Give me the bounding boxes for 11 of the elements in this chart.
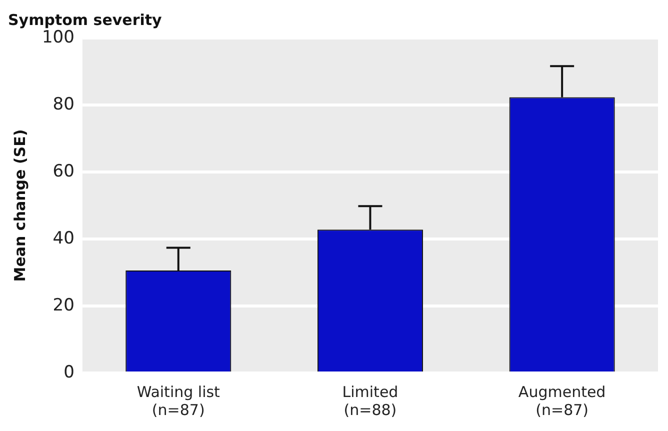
x-tick-label: Augmented (n=87) bbox=[518, 382, 606, 419]
y-tick-label: 0 bbox=[64, 362, 74, 382]
x-tick-label: Limited (n=88) bbox=[342, 382, 398, 419]
y-tick-label: 60 bbox=[52, 161, 74, 182]
y-tick-label: 100 bbox=[42, 27, 74, 48]
y-tick-label: 40 bbox=[52, 228, 74, 248]
y-tick-label: 80 bbox=[52, 94, 74, 114]
y-tick-label: 20 bbox=[52, 295, 74, 316]
y-axis-title: Mean change (SE) bbox=[10, 129, 29, 282]
chart-title: Symptom severity bbox=[8, 10, 162, 29]
x-tick-label: Waiting list (n=87) bbox=[136, 382, 220, 419]
